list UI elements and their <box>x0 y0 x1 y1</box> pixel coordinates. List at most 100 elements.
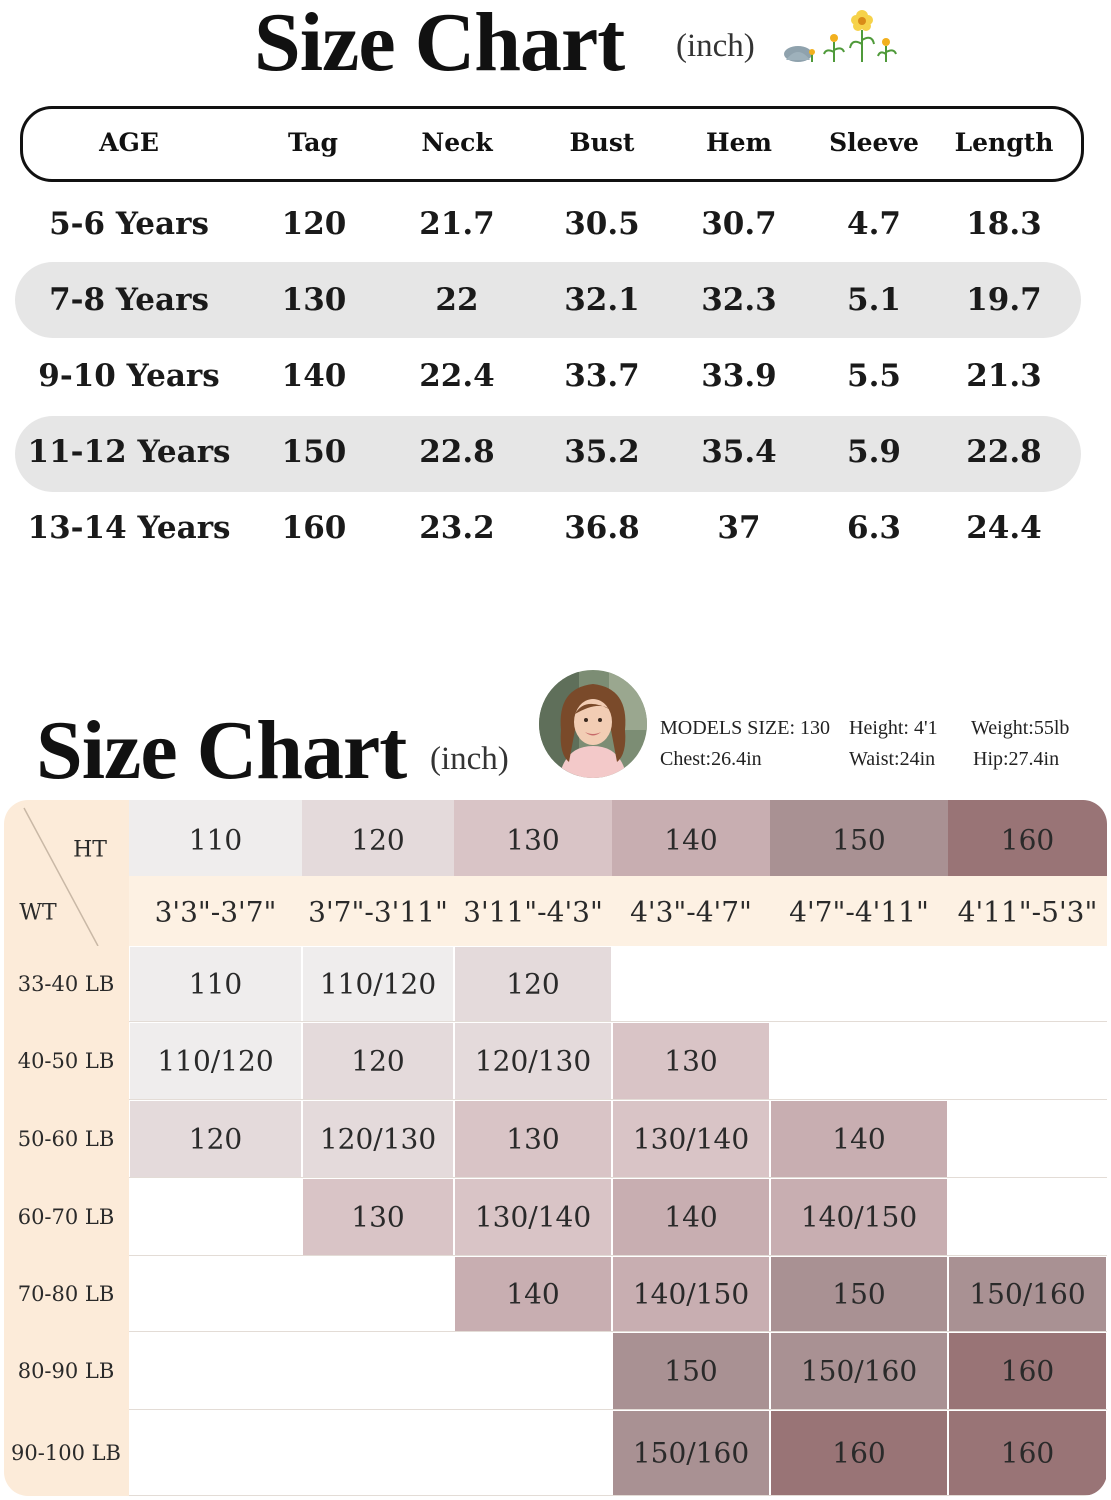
fit-cell <box>613 1179 769 1255</box>
weight-range-label: 70-80 LB <box>17 1282 115 1306</box>
fit-cell <box>130 1023 301 1099</box>
cell-tag: 120 <box>281 206 347 242</box>
cell-neck: 22.8 <box>419 434 495 470</box>
tag-header-label: 150 <box>832 823 886 857</box>
cell-hem: 35.4 <box>701 434 777 470</box>
weight-range-label: 90-100 LB <box>11 1441 121 1465</box>
model-hip: Hip:27.4in <box>973 748 1060 770</box>
fit-size-label: 120 <box>506 967 560 1001</box>
fit-size-label: 120/130 <box>474 1044 592 1078</box>
row-divider <box>129 1331 1107 1332</box>
row-divider <box>129 1495 1107 1496</box>
row-divider <box>129 1177 1107 1178</box>
tag-header-cell <box>302 800 454 876</box>
fit-size-label: 150 <box>664 1354 718 1388</box>
weight-range-label: 40-50 LB <box>17 1049 115 1073</box>
tag-header-cell <box>612 800 770 876</box>
fit-cell <box>455 1023 611 1099</box>
corner-ht-label: HT <box>73 837 107 863</box>
header-age: AGE <box>99 128 159 157</box>
fit-cell <box>771 1257 947 1331</box>
cell-sleeve: 4.7 <box>847 206 901 242</box>
corner-wt-label: WT <box>19 900 57 926</box>
fit-cell <box>455 947 611 1021</box>
fit-size-label: 130/140 <box>632 1122 750 1156</box>
fit-size-label: 120 <box>188 1122 243 1156</box>
fit-size-label: 150 <box>832 1277 886 1311</box>
fit-size-label: 160 <box>832 1436 886 1470</box>
header-length: Length <box>954 128 1054 157</box>
fit-cell <box>303 1101 453 1177</box>
model-chest: Chest:26.4in <box>660 748 762 770</box>
bottom-chart-title: Size Chart <box>36 704 407 797</box>
weight-range-label: 60-70 LB <box>17 1205 115 1229</box>
cell-length: 24.4 <box>966 510 1042 546</box>
fit-size-label: 130 <box>351 1200 405 1234</box>
fit-cell <box>771 1179 947 1255</box>
fit-cell <box>130 1101 301 1177</box>
cell-age: 13-14 Years <box>27 510 231 546</box>
cell-neck: 22.4 <box>419 358 495 394</box>
height-range-label: 3'11"-4'3" <box>463 895 603 929</box>
fit-cell <box>771 1333 947 1409</box>
row-divider <box>129 1021 1107 1022</box>
cell-neck: 22 <box>435 282 479 318</box>
fit-size-label: 160 <box>1000 1436 1055 1470</box>
fit-size-label: 140/150 <box>632 1277 750 1311</box>
tag-header-cell <box>454 800 612 876</box>
row-divider <box>129 1099 1107 1100</box>
weight-range-label: 33-40 LB <box>17 972 115 996</box>
tag-header-label: 130 <box>506 823 560 857</box>
header-bust: Bust <box>569 128 635 157</box>
fit-size-label: 130/140 <box>474 1200 592 1234</box>
cell-sleeve: 5.5 <box>847 358 901 394</box>
fit-size-label: 110/120 <box>157 1044 274 1078</box>
cell-age: 9-10 Years <box>38 358 220 394</box>
fit-size-label: 110 <box>188 967 243 1001</box>
cell-tag: 140 <box>281 358 347 394</box>
model-avatar <box>539 670 647 778</box>
header-tag: Tag <box>288 128 338 157</box>
fit-size-label: 110/120 <box>319 967 437 1001</box>
model-weight: Weight:55lb <box>971 717 1070 739</box>
cell-tag: 150 <box>281 434 347 470</box>
fit-cell <box>303 1023 453 1099</box>
cell-length: 22.8 <box>966 434 1042 470</box>
cell-tag: 130 <box>281 282 347 318</box>
fit-size-label: 140 <box>832 1122 886 1156</box>
height-range-label: 3'3"-3'7" <box>154 895 277 929</box>
fit-size-label: 130 <box>506 1122 560 1156</box>
size-fit-grid: HT WT 110 120 130 140 150 160 3'3"-3'7" 3'7"-3'… <box>4 800 1107 1496</box>
row-stripe <box>15 262 1081 338</box>
fit-size-label: 140 <box>506 1277 560 1311</box>
fit-size-label: 120 <box>351 1044 405 1078</box>
fit-cell <box>455 1179 611 1255</box>
tag-header-cell <box>770 800 948 876</box>
model-waist: Waist:24in <box>849 748 936 770</box>
model-height: Height: 4'1 <box>849 717 938 739</box>
model-size: MODELS SIZE: 130 <box>660 717 830 739</box>
fit-cell <box>949 1411 1106 1495</box>
tag-header-label: 110 <box>188 823 243 857</box>
fit-cell <box>455 1101 611 1177</box>
cell-age: 7-8 Years <box>49 282 209 318</box>
fit-size-label: 150/160 <box>632 1436 750 1470</box>
cell-tag: 160 <box>281 510 347 546</box>
fit-size-label: 140 <box>664 1200 718 1234</box>
bottom-chart-unit: (inch) <box>430 741 509 777</box>
flower-sprouts-icon <box>784 10 897 62</box>
fit-size-label: 130 <box>664 1044 718 1078</box>
cell-neck: 23.2 <box>419 510 495 546</box>
fit-cell <box>455 1257 611 1331</box>
weight-range-label: 80-90 LB <box>17 1359 115 1383</box>
height-range-label: 4'7"-4'11" <box>789 895 929 929</box>
cell-neck: 21.7 <box>419 206 495 242</box>
row-stripe <box>15 416 1081 492</box>
fit-cell <box>130 947 301 1021</box>
cell-bust: 30.5 <box>564 206 640 242</box>
cell-length: 19.7 <box>966 282 1042 318</box>
fit-cell <box>771 1411 947 1495</box>
cell-hem: 33.9 <box>701 358 777 394</box>
cell-hem: 30.7 <box>701 206 777 242</box>
cell-bust: 33.7 <box>564 358 640 394</box>
